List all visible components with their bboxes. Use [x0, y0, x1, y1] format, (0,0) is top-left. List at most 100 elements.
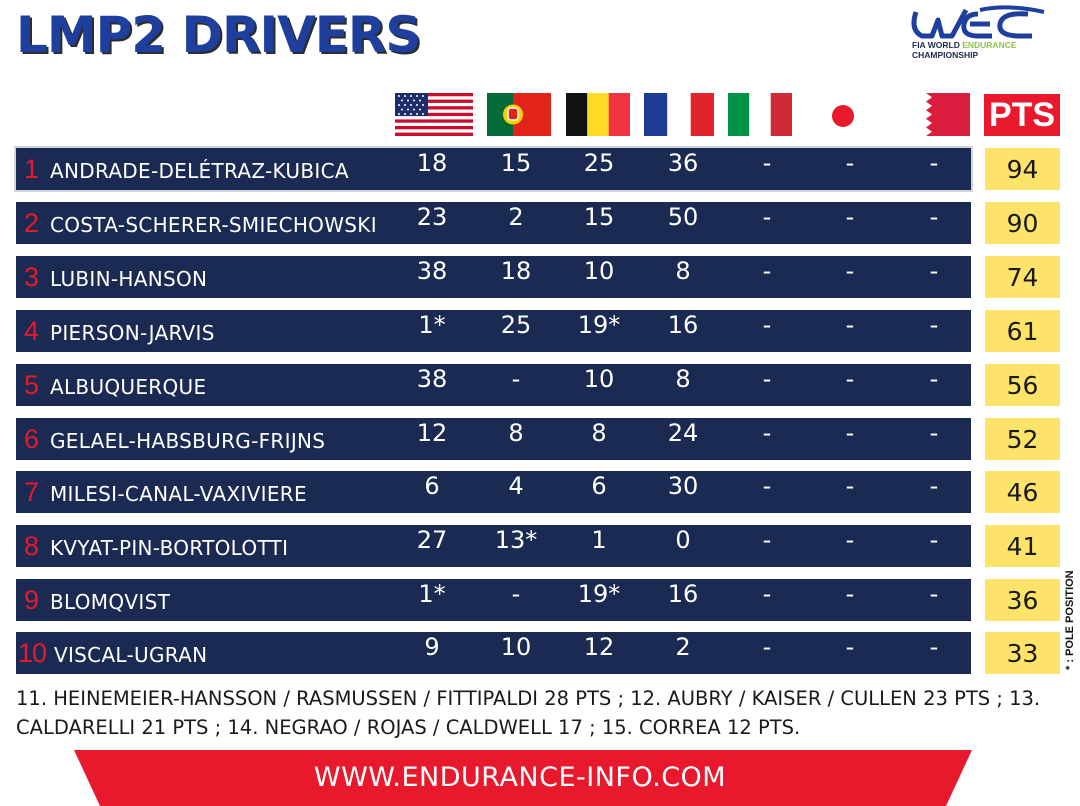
race-result: -	[762, 633, 772, 661]
driver-names: ANDRADE-DELÉTRAZ-KUBICA	[50, 159, 349, 183]
race-result: -	[762, 580, 772, 608]
total-points: 94	[985, 148, 1060, 190]
position-number: 5	[24, 370, 40, 400]
race-result: 4	[508, 472, 524, 500]
race-result: 36	[667, 149, 699, 177]
total-points: 74	[985, 256, 1060, 298]
japan-flag-icon	[806, 93, 878, 136]
race-result: -	[762, 365, 772, 393]
position-number: 3	[24, 262, 40, 292]
page-title: LMP2 DRIVERS	[16, 6, 421, 64]
race-result: -	[845, 472, 855, 500]
race-result: 0	[675, 526, 691, 554]
total-points: 33	[985, 632, 1060, 674]
race-result: 13*	[494, 526, 538, 554]
total-points: 61	[985, 310, 1060, 352]
race-result: 25	[500, 311, 532, 339]
race-result: -	[845, 365, 855, 393]
position-number: 6	[24, 424, 40, 454]
race-result: 27	[416, 526, 448, 554]
race-result: 6	[424, 472, 440, 500]
race-result: -	[511, 365, 521, 393]
race-result: -	[929, 633, 939, 661]
driver-names: LUBIN-HANSON	[50, 267, 208, 291]
total-points: 41	[985, 525, 1060, 567]
position-number: 9	[24, 585, 40, 615]
race-result: -	[929, 203, 939, 231]
race-result: -	[929, 257, 939, 285]
race-result: 25	[583, 149, 615, 177]
race-result: -	[845, 526, 855, 554]
italy-flag-icon	[728, 93, 792, 136]
race-result: 19*	[577, 311, 621, 339]
race-result: 10	[583, 257, 615, 285]
race-result: -	[845, 633, 855, 661]
race-result: 15	[500, 149, 532, 177]
race-result: 8	[675, 365, 691, 393]
table-row: 1 ANDRADE-DELÉTRAZ-KUBICA 18 15 25 36 - - -	[14, 146, 973, 192]
table-row: 9 BLOMQVIST 1* - 19* 16 - - -	[16, 579, 971, 621]
race-result: 2	[675, 633, 691, 661]
race-result: -	[762, 257, 772, 285]
race-result: -	[762, 203, 772, 231]
race-result: 23	[416, 203, 448, 231]
driver-names: COSTA-SCHERER-SMIECHOWSKI	[50, 213, 377, 237]
race-result: 24	[667, 419, 699, 447]
race-result: 38	[416, 257, 448, 285]
race-result: 38	[416, 365, 448, 393]
race-result: 30	[667, 472, 699, 500]
race-result: -	[762, 526, 772, 554]
position-number: 10	[18, 638, 47, 668]
total-points: 52	[985, 418, 1060, 460]
position-number: 8	[24, 531, 40, 561]
race-result: 12	[583, 633, 615, 661]
points-header: PTS	[984, 94, 1060, 136]
website-banner	[74, 750, 972, 806]
total-points: 36	[985, 579, 1060, 621]
wec-logo	[911, 5, 1045, 39]
total-points: 46	[985, 471, 1060, 513]
race-result: -	[929, 149, 939, 177]
race-result: -	[929, 311, 939, 339]
race-result: 8	[508, 419, 524, 447]
race-result: 8	[675, 257, 691, 285]
race-result: -	[845, 419, 855, 447]
portugal-flag-icon	[487, 93, 551, 136]
position-number: 7	[24, 477, 40, 507]
race-result: -	[845, 311, 855, 339]
race-result: -	[845, 580, 855, 608]
pole-position-note: * : POLE POSITION	[1064, 570, 1076, 670]
driver-names: ALBUQUERQUE	[50, 375, 207, 399]
table-row: 4 PIERSON-JARVIS 1* 25 19* 16 - - -	[16, 310, 971, 352]
race-result: 10	[583, 365, 615, 393]
driver-names: GELAEL-HABSBURG-FRIJNS	[50, 429, 326, 453]
table-row: 5 ALBUQUERQUE 38 - 10 8 - - -	[16, 364, 971, 406]
footnote-line-2: CALDARELLI 21 PTS ; 14. NEGRAO / ROJAS /…	[16, 716, 801, 739]
website-url[interactable]: WWW.ENDURANCE-INFO.COM	[313, 762, 727, 793]
driver-names: KVYAT-PIN-BORTOLOTTI	[50, 536, 289, 560]
position-number: 1	[24, 154, 40, 184]
usa-flag-icon	[395, 93, 473, 136]
table-row: 7 MILESI-CANAL-VAXIVIERE 6 4 6 30 - - -	[16, 471, 971, 513]
race-result: -	[845, 203, 855, 231]
wec-logo-text: FIA WORLD ENDURANCE CHAMPIONSHIP	[912, 40, 1017, 60]
driver-names: VISCAL-UGRAN	[54, 643, 208, 667]
footnote-line-1: 11. HEINEMEIER-HANSSON / RASMUSSEN / FIT…	[16, 687, 1041, 710]
race-result: 50	[667, 203, 699, 231]
france-flag-icon	[644, 93, 714, 136]
race-result: 10	[500, 633, 532, 661]
race-result: -	[511, 580, 521, 608]
race-result: 12	[416, 419, 448, 447]
total-points: 90	[985, 202, 1060, 244]
table-row: 3 LUBIN-HANSON 38 18 10 8 - - -	[16, 256, 971, 298]
table-row: 8 KVYAT-PIN-BORTOLOTTI 27 13* 1 0 - - -	[16, 525, 971, 567]
driver-names: MILESI-CANAL-VAXIVIERE	[50, 482, 307, 506]
race-result: 18	[416, 149, 448, 177]
race-result: -	[929, 580, 939, 608]
table-row: 2 COSTA-SCHERER-SMIECHOWSKI 23 2 15 50 - - -	[16, 202, 971, 244]
position-number: 2	[24, 208, 40, 238]
belgium-flag-icon	[566, 93, 630, 136]
race-result: -	[845, 149, 855, 177]
race-result: 6	[591, 472, 607, 500]
driver-names: BLOMQVIST	[50, 590, 171, 614]
